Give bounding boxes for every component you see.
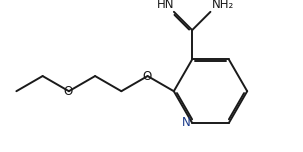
- Text: O: O: [64, 85, 73, 98]
- Text: NH₂: NH₂: [212, 0, 234, 11]
- Text: N: N: [182, 116, 191, 130]
- Text: O: O: [142, 70, 152, 83]
- Text: HN: HN: [156, 0, 174, 11]
